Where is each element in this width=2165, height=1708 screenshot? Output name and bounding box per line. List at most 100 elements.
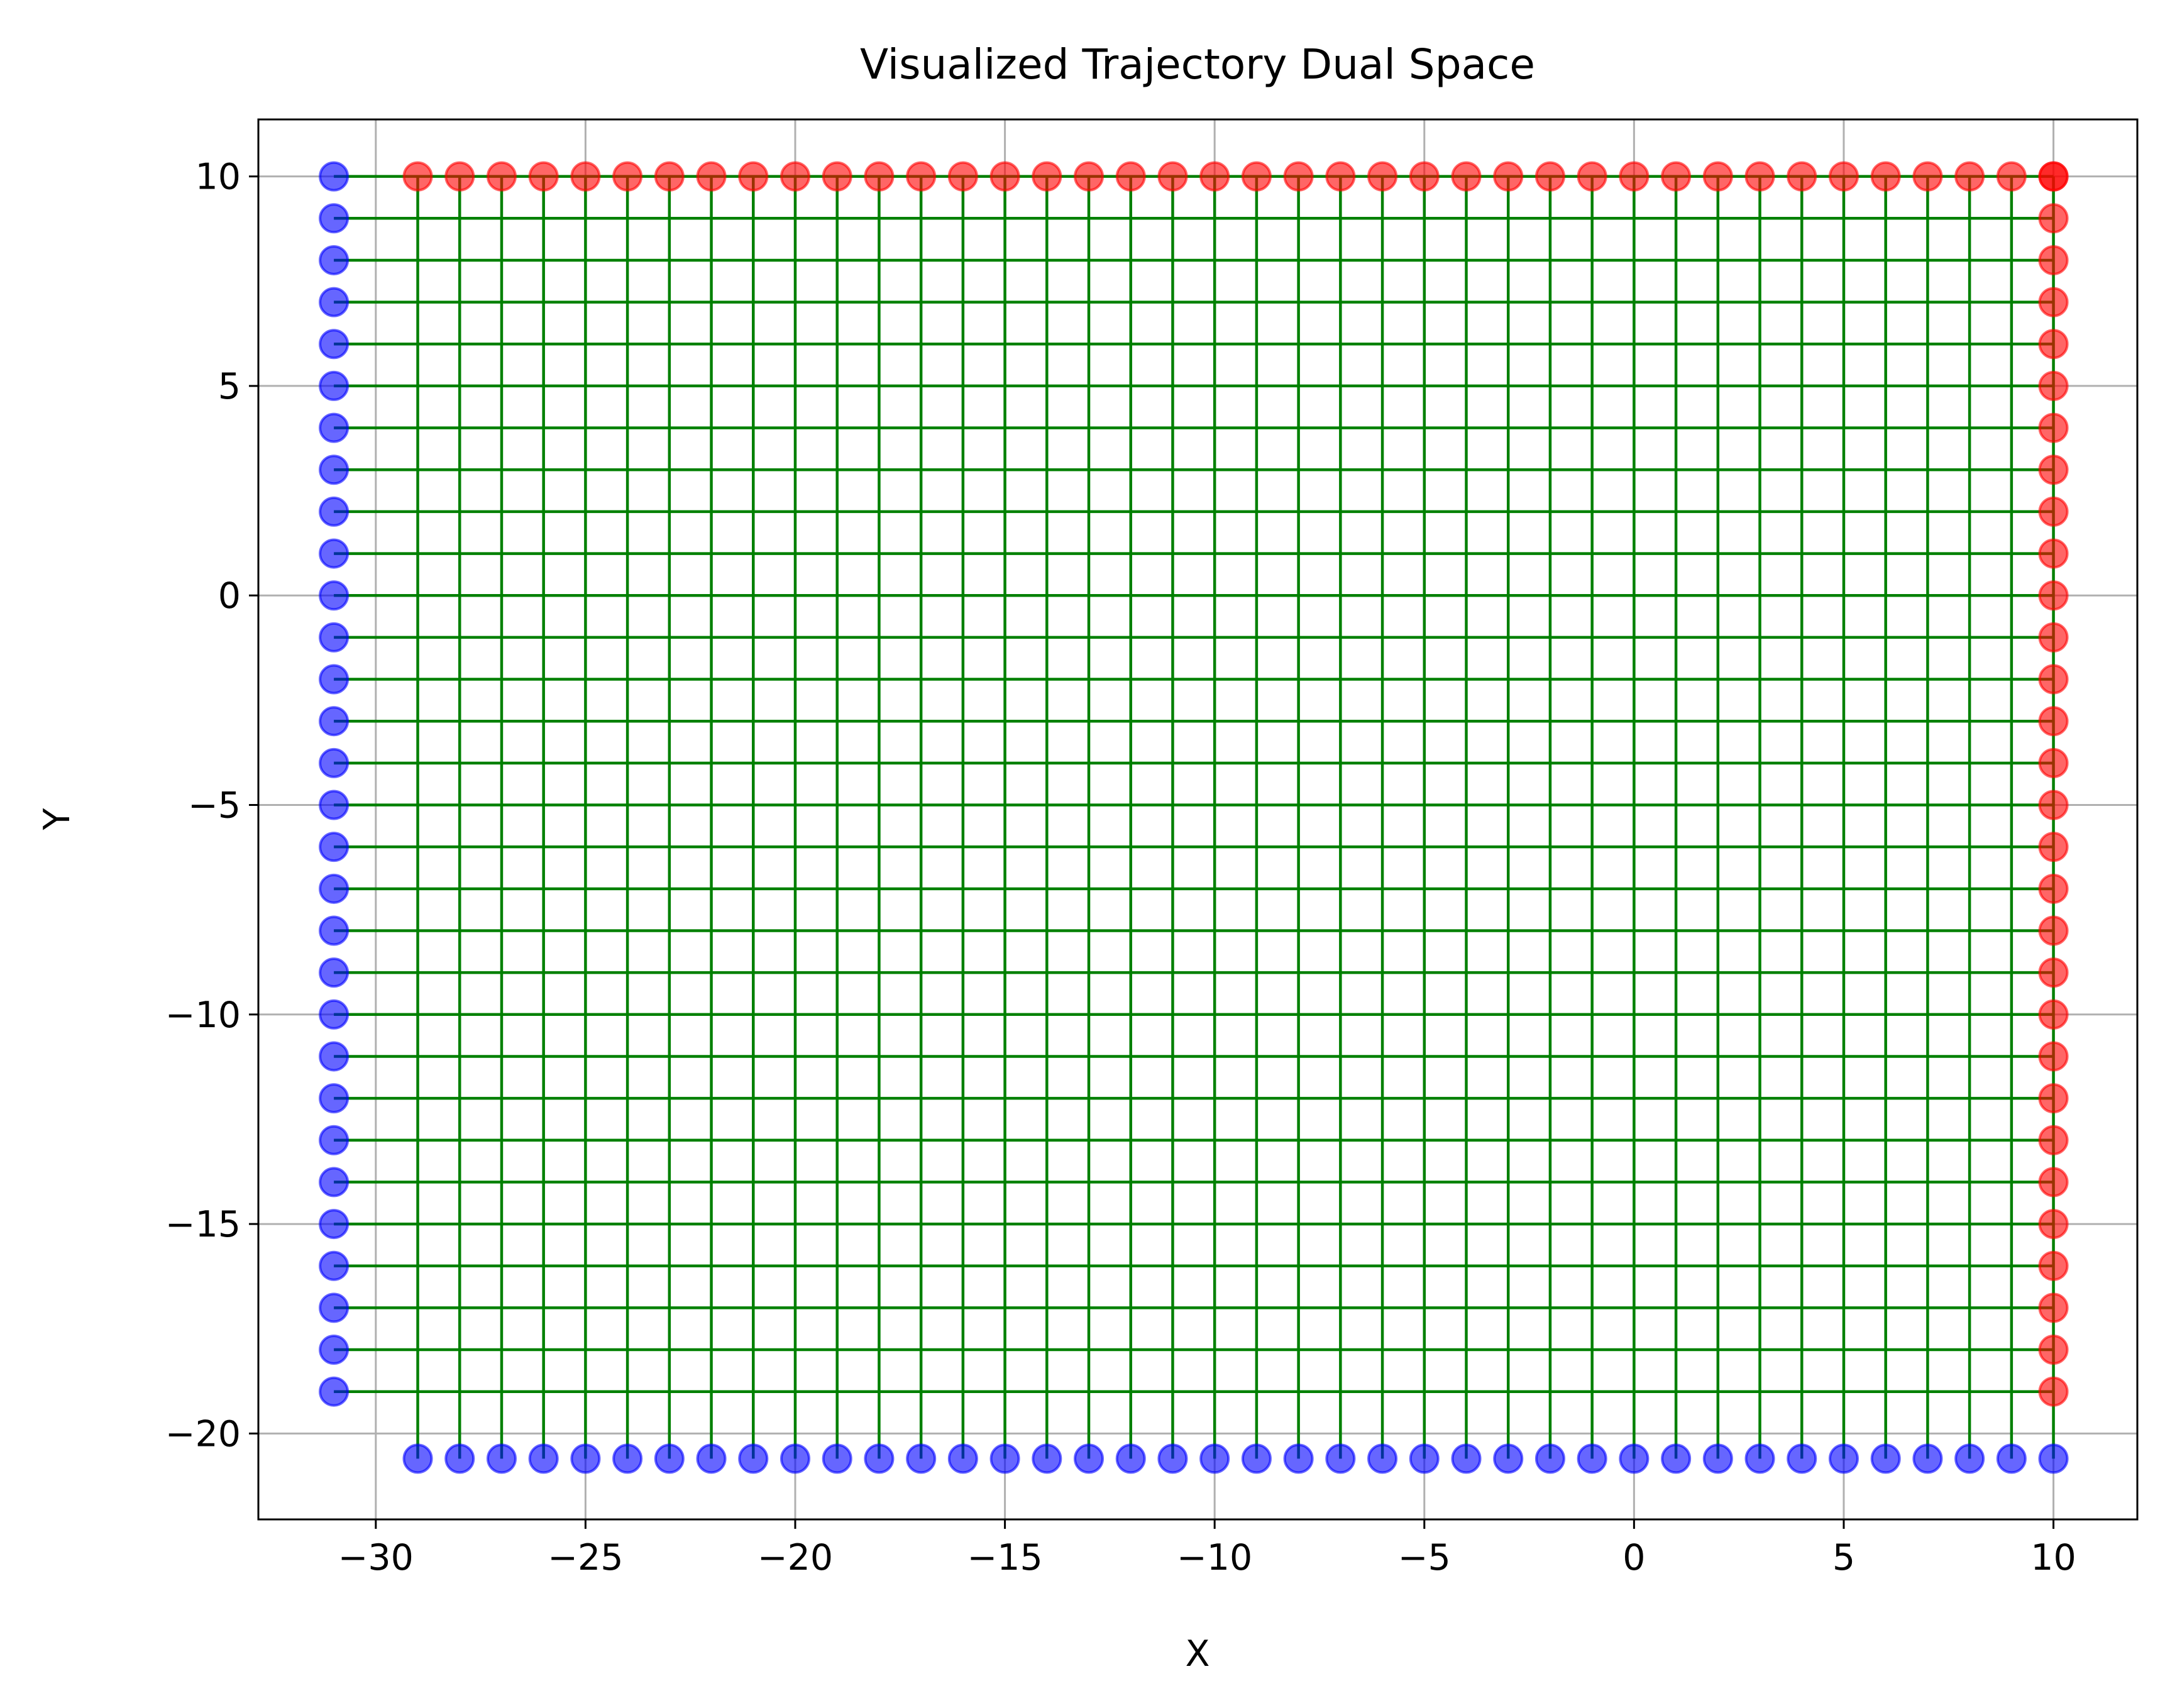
x-tick-label: 0	[1622, 1537, 1645, 1579]
y-tick-label: 10	[195, 157, 241, 198]
point	[444, 1443, 475, 1474]
point	[1870, 1443, 1901, 1474]
point	[319, 1376, 350, 1407]
point	[696, 161, 727, 192]
point	[1157, 1443, 1188, 1474]
point	[2038, 999, 2069, 1030]
point	[2038, 538, 2069, 569]
point	[2038, 1041, 2069, 1072]
point	[780, 161, 810, 192]
point	[319, 1041, 350, 1072]
point	[1996, 1443, 2027, 1474]
point	[319, 747, 350, 778]
point	[2038, 1335, 2069, 1365]
x-axis-label: X	[1185, 1633, 1209, 1675]
point	[319, 957, 350, 988]
point	[319, 1209, 350, 1240]
point	[2038, 161, 2069, 192]
point	[1199, 161, 1230, 192]
point	[319, 1292, 350, 1323]
point	[1744, 1443, 1775, 1474]
connections	[334, 175, 2055, 1459]
point	[2038, 329, 2069, 360]
point	[612, 161, 643, 192]
point	[1619, 161, 1650, 192]
point	[2038, 622, 2069, 653]
point	[2038, 203, 2069, 234]
point	[319, 496, 350, 527]
point	[319, 580, 350, 611]
point	[1534, 1443, 1565, 1474]
point	[319, 370, 350, 401]
point	[1409, 161, 1440, 192]
point	[2038, 580, 2069, 611]
point	[319, 1167, 350, 1198]
point	[2038, 455, 2069, 485]
point	[1032, 1443, 1062, 1474]
point	[2038, 1167, 2069, 1198]
point	[2038, 747, 2069, 778]
point	[319, 622, 350, 653]
point	[738, 161, 769, 192]
point	[2038, 412, 2069, 443]
point	[1661, 161, 1692, 192]
point	[2038, 1209, 2069, 1240]
point	[1534, 161, 1565, 192]
point	[2038, 245, 2069, 275]
point	[486, 1443, 517, 1474]
ticks: −30 −25 −20 −15 −10 −5 0 5 10 −20 −15 −10 −5 0 5 10	[165, 157, 2076, 1579]
point	[1661, 1443, 1692, 1474]
point	[1577, 161, 1607, 192]
point	[319, 538, 350, 569]
point	[1828, 161, 1859, 192]
point	[1828, 1443, 1859, 1474]
point	[319, 329, 350, 360]
point	[864, 161, 895, 192]
point	[319, 287, 350, 317]
x-tick-label: −20	[757, 1537, 833, 1579]
point	[654, 161, 685, 192]
point	[947, 161, 978, 192]
point	[1115, 1443, 1146, 1474]
x-tick-label: −10	[1177, 1537, 1252, 1579]
point	[612, 1443, 643, 1474]
point	[1074, 161, 1105, 192]
point	[780, 1443, 810, 1474]
x-tick-label: −30	[338, 1537, 414, 1579]
point	[1702, 1443, 1733, 1474]
y-tick-label: −10	[165, 994, 241, 1036]
point	[1032, 161, 1062, 192]
point	[1241, 161, 1272, 192]
point	[1493, 161, 1524, 192]
point	[1241, 1443, 1272, 1474]
point	[1870, 161, 1901, 192]
point	[319, 1125, 350, 1155]
point	[319, 1250, 350, 1281]
point	[2038, 287, 2069, 317]
point	[1954, 1443, 1985, 1474]
point	[864, 1443, 895, 1474]
point	[2038, 706, 2069, 737]
point	[319, 706, 350, 737]
point	[738, 1443, 769, 1474]
point	[2038, 1376, 2069, 1407]
point	[2038, 790, 2069, 820]
point	[822, 161, 852, 192]
point	[1954, 161, 1985, 192]
point	[2038, 1443, 2069, 1474]
point	[2038, 370, 2069, 401]
point	[1115, 161, 1146, 192]
points	[319, 161, 2069, 1474]
point	[319, 245, 350, 275]
point	[1787, 161, 1817, 192]
x-tick-label: −15	[967, 1537, 1042, 1579]
point	[1912, 161, 1943, 192]
y-tick-label: −5	[188, 785, 241, 827]
point	[486, 161, 517, 192]
point	[2038, 832, 2069, 862]
point	[1409, 1443, 1440, 1474]
point	[319, 664, 350, 695]
point	[1619, 1443, 1650, 1474]
point	[319, 203, 350, 234]
point	[402, 1443, 433, 1474]
